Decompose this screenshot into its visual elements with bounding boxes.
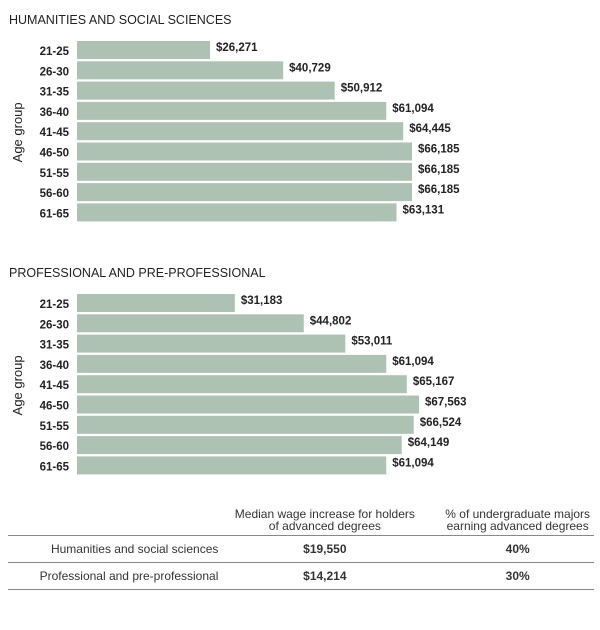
y-tick-label: 31-35 [40, 87, 70, 99]
y-tick-label: 56-60 [40, 441, 69, 453]
data-label: $50,912 [341, 83, 383, 95]
table-header-row: Median wage increase for holders of adva… [8, 508, 594, 536]
data-label: $64,149 [408, 437, 450, 449]
data-label: $65,167 [413, 376, 455, 388]
table-header-wage: Median wage increase for holders of adva… [234, 507, 415, 533]
data-label: $26,271 [216, 42, 258, 54]
bar [77, 415, 414, 434]
y-tick-label: 36-40 [40, 360, 69, 372]
bar [77, 456, 387, 475]
data-label: $61,094 [392, 457, 434, 469]
data-label: $66,185 [418, 184, 460, 196]
wage-cell: $19,550 [228, 535, 422, 563]
data-label: $66,185 [418, 144, 460, 156]
bar [77, 101, 387, 120]
percent-cell: 40% [421, 535, 594, 563]
y-tick-label: 61-65 [40, 208, 70, 220]
data-label: $31,183 [241, 295, 283, 307]
bar [77, 142, 412, 161]
data-label: $40,729 [289, 62, 331, 74]
y-tick-label: 31-35 [40, 340, 70, 352]
y-tick-label: 46-50 [40, 148, 69, 160]
y-tick-label: 51-55 [40, 421, 70, 433]
bar [77, 354, 387, 373]
summary-table: Median wage increase for holders of adva… [8, 508, 594, 590]
bar-charts: HUMANITIES AND SOCIAL SCIENCES Age group 2… [9, 13, 467, 475]
bar [77, 41, 210, 59]
y-tick-label: 51-55 [40, 168, 70, 180]
y-tick-label: 56-60 [40, 188, 69, 200]
wage-cell: $14,214 [228, 562, 422, 590]
chart-title: HUMANITIES AND SOCIAL SCIENCES [9, 13, 232, 27]
bar [77, 375, 407, 394]
data-label: $63,131 [403, 204, 445, 216]
data-label: $53,011 [351, 336, 393, 348]
y-tick-label: 26-30 [40, 66, 69, 78]
table-row: Professional and pre-professional $14,21… [8, 562, 594, 590]
y-tick-label: 36-40 [40, 107, 69, 119]
table-row: Humanities and social sciences $19,550 4… [8, 535, 594, 563]
table-header-percent: % of undergraduate majors earning advanc… [445, 507, 591, 533]
bar [77, 314, 304, 333]
bar [77, 334, 346, 353]
table-header-empty [8, 508, 228, 536]
y-tick-label: 26-30 [40, 319, 69, 331]
data-label: $66,185 [418, 164, 460, 176]
y-tick-label: 21-25 [40, 299, 70, 311]
bar [77, 122, 404, 141]
bar [77, 203, 397, 222]
y-tick-label: 41-45 [40, 380, 70, 392]
row-label: Professional and pre-professional [8, 562, 229, 590]
chart-title: PROFESSIONAL AND PRE-PROFESSIONAL [9, 266, 266, 280]
bar [77, 183, 412, 202]
bar [77, 395, 419, 414]
bar [77, 162, 412, 181]
y-tick-label: 61-65 [40, 461, 70, 473]
bar [77, 81, 335, 100]
bar [77, 294, 235, 312]
data-label: $66,524 [420, 417, 462, 429]
percent-cell: 30% [421, 562, 594, 590]
row-label: Humanities and social sciences [8, 535, 229, 563]
bar [77, 61, 284, 80]
bar [77, 436, 402, 455]
data-label: $61,094 [392, 356, 434, 368]
data-label: $44,802 [310, 315, 352, 327]
y-tick-label: 41-45 [40, 127, 70, 139]
y-axis-label: Age group [10, 355, 25, 415]
data-label: $64,445 [409, 123, 451, 135]
y-tick-label: 21-25 [40, 46, 70, 58]
y-tick-label: 46-50 [40, 401, 69, 413]
y-axis-label: Age group [10, 102, 25, 162]
data-label: $61,094 [392, 103, 434, 115]
data-label: $67,563 [425, 397, 467, 409]
